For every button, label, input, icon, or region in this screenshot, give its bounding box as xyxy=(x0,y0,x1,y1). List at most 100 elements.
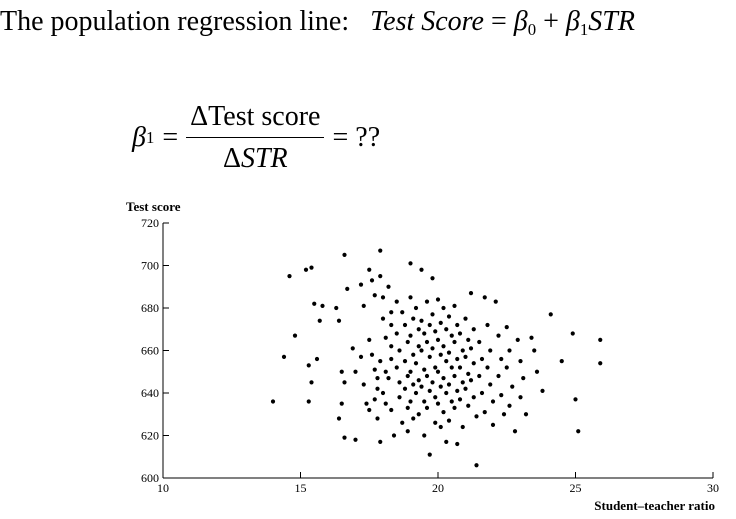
data-point xyxy=(394,331,399,336)
data-point xyxy=(397,380,402,385)
data-point xyxy=(378,248,383,253)
headline-x-label: STR xyxy=(588,6,635,37)
data-point xyxy=(405,339,410,345)
y-tick-label: 600 xyxy=(141,471,159,485)
data-point xyxy=(416,344,421,349)
data-point xyxy=(383,369,388,374)
data-point xyxy=(427,388,432,393)
data-point xyxy=(460,348,465,353)
data-point xyxy=(413,390,419,396)
data-point xyxy=(466,403,471,408)
data-point xyxy=(372,397,377,402)
x-tick-label: 20 xyxy=(432,481,444,495)
data-point xyxy=(342,435,347,440)
data-point xyxy=(312,301,317,306)
data-point xyxy=(501,412,507,417)
data-point xyxy=(468,291,474,296)
data-point xyxy=(408,295,413,300)
data-point xyxy=(369,278,375,283)
data-point xyxy=(408,261,413,266)
data-point xyxy=(361,382,366,387)
data-point xyxy=(422,367,427,372)
data-point xyxy=(394,365,399,370)
data-point xyxy=(455,356,460,362)
data-point xyxy=(402,322,408,328)
data-point xyxy=(521,376,526,381)
data-point xyxy=(477,339,482,345)
data-point xyxy=(306,399,311,404)
data-point xyxy=(548,312,553,317)
data-point xyxy=(540,388,545,393)
data-point xyxy=(317,318,322,323)
data-point xyxy=(598,361,603,366)
data-point xyxy=(457,397,463,402)
data-point xyxy=(510,384,515,389)
data-point xyxy=(435,369,441,374)
y-tick-label: 700 xyxy=(141,259,159,273)
data-point xyxy=(474,414,479,419)
y-axis-label: Test score xyxy=(126,199,181,214)
data-point xyxy=(303,267,309,272)
headline-beta1-sub: 1 xyxy=(579,20,589,40)
data-point xyxy=(463,316,468,321)
data-point xyxy=(320,303,325,308)
data-point xyxy=(430,346,435,351)
data-point xyxy=(435,337,441,342)
data-point xyxy=(411,316,416,321)
data-point xyxy=(372,293,377,298)
data-point xyxy=(380,295,386,300)
data-point xyxy=(430,312,435,317)
data-point xyxy=(309,265,314,270)
data-point xyxy=(449,399,454,404)
data-point xyxy=(438,320,443,325)
headline-y-label: Test Score xyxy=(370,6,484,37)
data-point xyxy=(309,380,314,385)
data-point xyxy=(485,365,490,370)
headline-beta0: β xyxy=(513,6,528,37)
data-point xyxy=(532,348,537,353)
data-point xyxy=(372,367,377,372)
data-point xyxy=(375,386,380,391)
data-point xyxy=(419,384,424,389)
x-tick-label: 30 xyxy=(707,481,719,495)
data-point xyxy=(413,361,419,366)
data-point xyxy=(400,310,405,315)
data-point xyxy=(383,401,388,406)
x-tick-label: 15 xyxy=(295,481,307,495)
headline-beta1: β xyxy=(565,6,580,37)
formula-equals: = xyxy=(162,122,179,154)
data-point xyxy=(441,410,446,415)
data-point xyxy=(471,395,476,400)
data-point xyxy=(389,407,394,413)
x-tick-label: 25 xyxy=(570,481,582,495)
data-point xyxy=(446,418,452,423)
y-tick-label: 640 xyxy=(141,386,159,400)
data-point xyxy=(350,346,355,351)
data-point xyxy=(427,322,432,328)
y-tick-label: 620 xyxy=(141,429,159,443)
data-point xyxy=(598,337,603,342)
data-point xyxy=(383,335,388,340)
data-point xyxy=(482,410,487,415)
data-point xyxy=(435,401,441,406)
data-point xyxy=(378,359,383,364)
data-point xyxy=(378,274,383,279)
data-point xyxy=(386,284,391,289)
data-points xyxy=(270,248,603,468)
data-point xyxy=(314,356,320,362)
data-point xyxy=(444,390,449,396)
data-point xyxy=(416,412,421,417)
scatter-chart: Test score Student–teacher ratio 6006206… xyxy=(126,199,719,513)
data-point xyxy=(435,297,441,302)
data-point xyxy=(518,395,523,400)
data-point xyxy=(499,356,504,362)
formula-result: = ?? xyxy=(332,122,381,154)
data-point xyxy=(424,299,430,304)
data-point xyxy=(471,327,476,332)
data-point xyxy=(471,361,476,366)
data-point xyxy=(397,348,402,353)
headline-equation: Test Score = β0 + β1STR xyxy=(370,6,635,40)
data-point xyxy=(380,316,386,321)
data-point xyxy=(452,405,457,410)
